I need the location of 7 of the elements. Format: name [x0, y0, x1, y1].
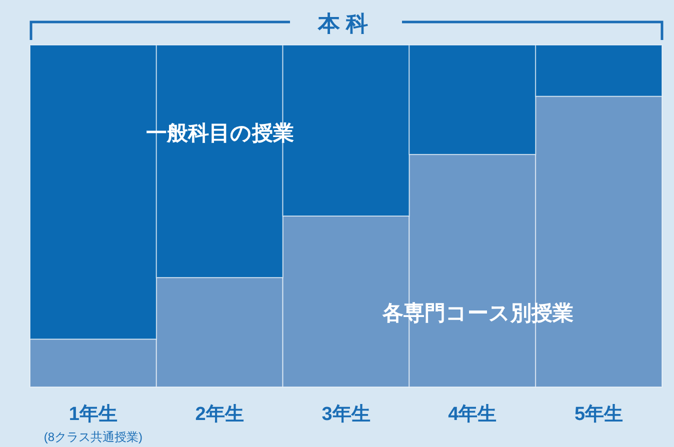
text: (8クラス共通授業) [44, 430, 143, 444]
x-tick-label: 2年生 [195, 403, 244, 425]
x-tick-label: 5年生 [574, 403, 624, 425]
x-tick-label: 4年生 [448, 403, 497, 425]
x-tick-label: 3年生 [322, 403, 370, 425]
x-tick-label: 1年生 [68, 403, 118, 425]
chart-title: 本科 [317, 11, 374, 36]
